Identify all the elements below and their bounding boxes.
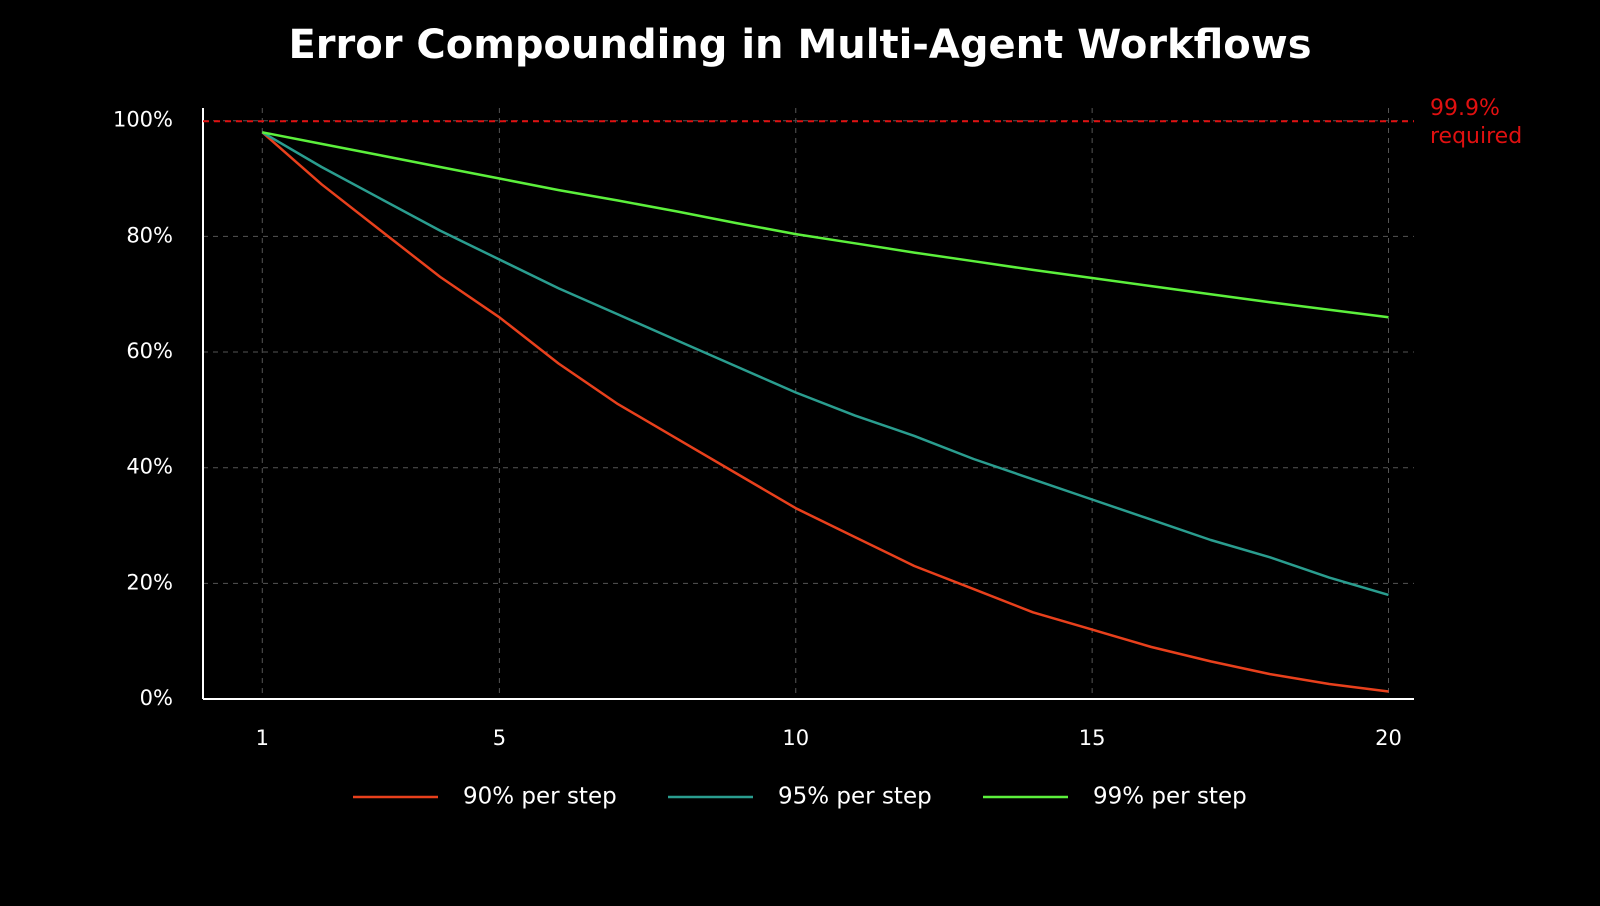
x-tick-label: 15 — [1079, 726, 1106, 750]
y-tick-label: 40% — [126, 455, 173, 479]
series-line — [262, 131, 1389, 319]
x-tick-label: 10 — [782, 726, 809, 750]
threshold-label: required — [1430, 124, 1522, 149]
legend-label: 90% per step — [463, 784, 617, 810]
y-tick-label: 80% — [126, 223, 173, 247]
x-tick-label: 20 — [1375, 726, 1402, 750]
legend-label: 99% per step — [1093, 784, 1247, 810]
series-line — [261, 131, 1389, 597]
y-tick-label: 60% — [126, 339, 173, 363]
y-tick-label: 20% — [126, 570, 173, 594]
y-tick-label: 100% — [113, 108, 173, 132]
y-tick-label: 0% — [140, 686, 173, 710]
chart-title: Error Compounding in Multi-Agent Workflo… — [288, 22, 1311, 68]
series-line — [261, 131, 1389, 693]
legend-label: 95% per step — [778, 784, 932, 810]
x-tick-label: 5 — [493, 726, 506, 750]
threshold-label: 99.9% — [1430, 96, 1500, 121]
x-tick-label: 1 — [256, 726, 269, 750]
